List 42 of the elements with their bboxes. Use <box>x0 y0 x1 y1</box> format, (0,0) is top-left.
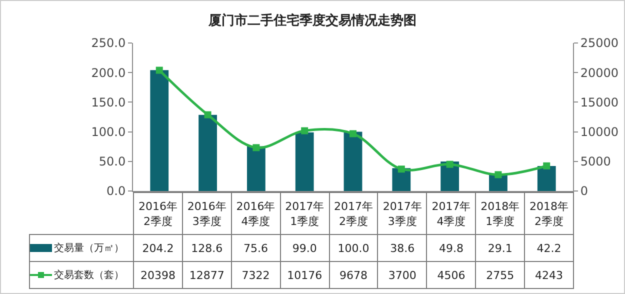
y2-tick-label: 0 <box>580 184 588 198</box>
data-label: 7322 <box>231 262 280 288</box>
y-tick-label: 200.0 <box>91 66 126 80</box>
chart-title: 厦门市二手住宅季度交易情况走势图 <box>208 12 416 29</box>
legend-label: 交易套数（套） <box>54 270 124 280</box>
y2-tick-label: 5000 <box>580 154 611 169</box>
data-label: 100.0 <box>329 234 378 262</box>
x-tick-label: 2017年3季度 <box>378 192 427 234</box>
x-tick-label: 2017年4季度 <box>426 192 476 234</box>
x-tick-label: 2018年1季度 <box>476 192 525 234</box>
data-label: 99.0 <box>280 234 330 262</box>
y2-tick-label: 25000 <box>580 36 619 50</box>
y-tick-label: 50.0 <box>98 154 126 169</box>
data-label: 204.2 <box>134 234 182 262</box>
data-label: 38.6 <box>378 234 427 262</box>
data-label: 4506 <box>426 262 476 288</box>
x-tick-label: 2016年3季度 <box>182 192 232 234</box>
y2-tick-label: 20000 <box>580 66 619 80</box>
x-tick-label: 2017年2季度 <box>329 192 378 234</box>
data-label: 29.1 <box>476 234 525 262</box>
data-label: 42.2 <box>524 234 574 262</box>
x-tick-label: 2016年4季度 <box>231 192 280 234</box>
x-tick-label: 2016年2季度 <box>134 192 182 234</box>
data-label: 4243 <box>524 262 574 288</box>
data-label: 9678 <box>329 262 378 288</box>
y2-tick-label: 15000 <box>580 95 619 110</box>
data-label: 2755 <box>476 262 525 288</box>
data-label: 3700 <box>378 262 427 288</box>
data-label: 49.8 <box>426 234 476 262</box>
y-tick-label: 100.0 <box>91 125 126 139</box>
data-label: 75.6 <box>231 234 280 262</box>
data-label: 128.6 <box>182 234 232 262</box>
y-tick-label: 250.0 <box>91 36 126 50</box>
x-tick-label: 2017年1季度 <box>280 192 330 234</box>
legend-label: 交易量（万㎡） <box>54 242 124 254</box>
data-label: 12877 <box>182 262 232 288</box>
y-tick-label: 0.0 <box>106 184 126 198</box>
data-label: 20398 <box>134 262 182 288</box>
x-tick-label: 2018年2季度 <box>524 192 574 234</box>
y2-tick-label: 10000 <box>580 125 619 139</box>
y-tick-label: 150.0 <box>91 95 126 110</box>
data-label: 10176 <box>280 262 330 288</box>
